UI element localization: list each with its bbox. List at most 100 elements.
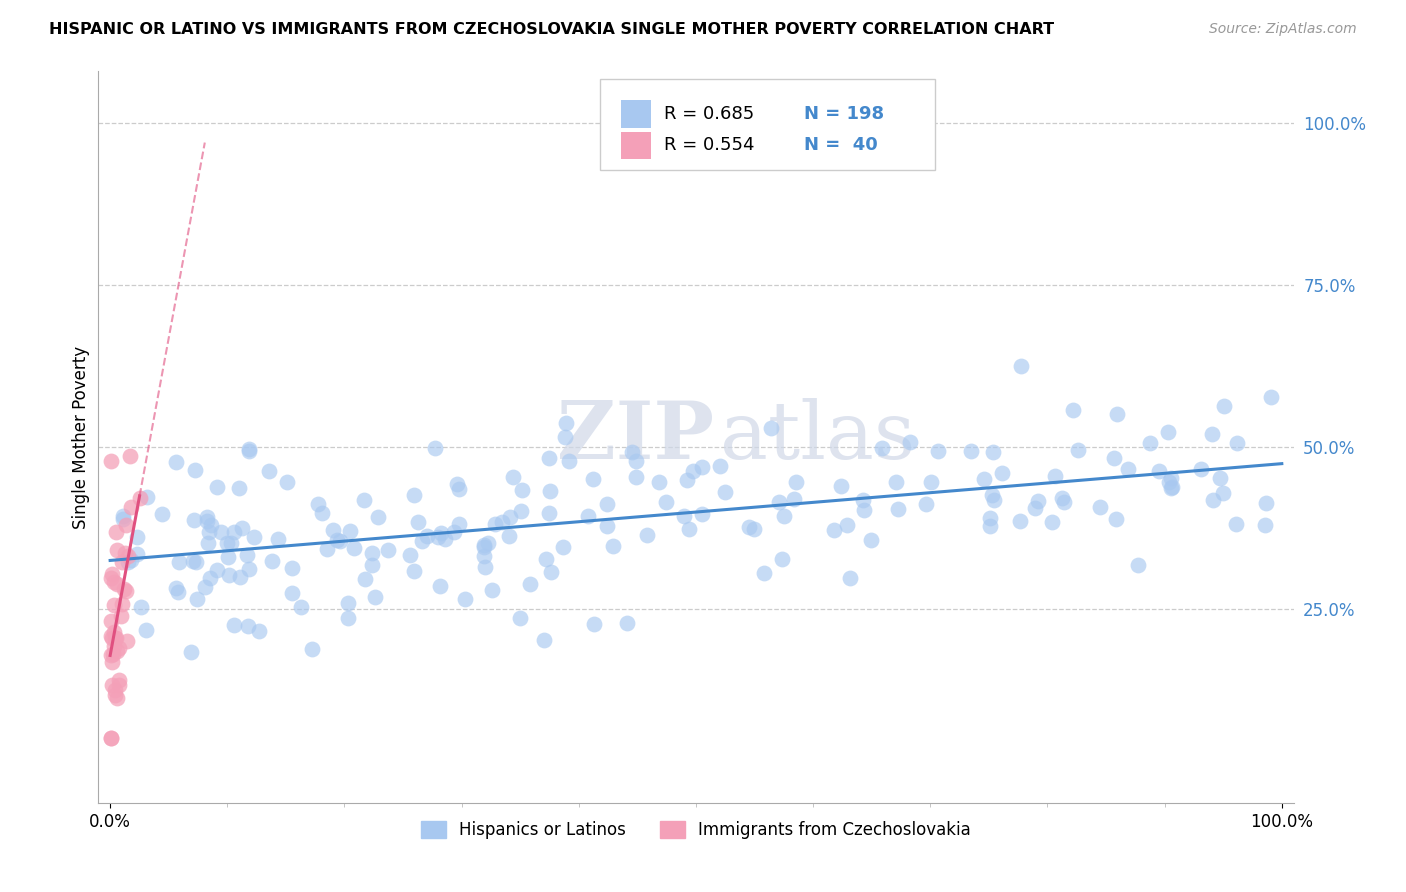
Point xyxy=(266,532,288,546)
Point xyxy=(616,615,638,630)
Point xyxy=(236,618,259,632)
Point xyxy=(1201,427,1223,442)
Point xyxy=(117,555,139,569)
Point xyxy=(260,554,283,568)
Point xyxy=(165,581,187,595)
Point xyxy=(276,475,298,490)
Point xyxy=(859,533,882,547)
Point xyxy=(127,529,149,543)
Point xyxy=(1256,496,1278,510)
Point xyxy=(540,566,562,580)
Point xyxy=(768,495,790,509)
Point xyxy=(238,562,260,576)
Point xyxy=(120,449,142,463)
Point xyxy=(209,524,232,539)
Point xyxy=(624,453,647,467)
Point xyxy=(1062,403,1084,417)
Point xyxy=(979,511,1001,525)
Point xyxy=(472,538,495,552)
Point xyxy=(101,566,124,581)
Point xyxy=(377,543,399,558)
Point xyxy=(759,421,782,435)
Point xyxy=(980,488,1002,502)
Point xyxy=(110,609,132,624)
Point xyxy=(105,691,128,706)
Point xyxy=(195,510,218,524)
Point xyxy=(538,450,561,465)
Point xyxy=(596,518,619,533)
Point xyxy=(104,683,127,698)
Point xyxy=(354,572,377,586)
Point xyxy=(195,514,218,528)
Point xyxy=(311,506,333,520)
Point xyxy=(100,648,122,662)
Point xyxy=(429,579,451,593)
Point xyxy=(852,492,875,507)
Point xyxy=(243,530,266,544)
Point xyxy=(1045,469,1067,483)
Point xyxy=(136,491,159,505)
Point xyxy=(121,552,143,566)
Point xyxy=(197,536,219,550)
Point xyxy=(1040,515,1063,529)
Point xyxy=(551,540,574,554)
Point xyxy=(887,501,910,516)
Point xyxy=(1213,399,1236,413)
Point xyxy=(100,629,122,643)
Point xyxy=(328,533,350,548)
Point xyxy=(1008,514,1031,528)
Text: R = 0.685: R = 0.685 xyxy=(664,105,754,123)
Point xyxy=(449,482,471,496)
Point xyxy=(197,525,219,540)
Point xyxy=(1225,517,1247,532)
Point xyxy=(555,416,578,430)
Point xyxy=(100,453,122,467)
Point xyxy=(222,525,245,540)
Point xyxy=(322,523,344,537)
Point xyxy=(367,510,389,524)
Bar xyxy=(620,101,651,128)
Point xyxy=(782,492,804,507)
Point xyxy=(236,548,259,562)
Point xyxy=(105,576,128,591)
Text: Source: ZipAtlas.com: Source: ZipAtlas.com xyxy=(1209,22,1357,37)
Point xyxy=(1010,359,1032,373)
Point xyxy=(534,552,557,566)
Point xyxy=(108,641,131,656)
Text: atlas: atlas xyxy=(720,398,915,476)
Point xyxy=(1105,407,1128,421)
Point xyxy=(281,560,304,574)
Point xyxy=(184,555,207,569)
Point xyxy=(1160,481,1182,495)
Point xyxy=(135,624,157,638)
Point xyxy=(433,532,456,546)
Point xyxy=(183,513,205,527)
Point xyxy=(353,492,375,507)
Point xyxy=(481,582,503,597)
Point xyxy=(101,678,124,692)
Point xyxy=(114,546,136,560)
Point xyxy=(499,510,522,524)
Point xyxy=(1067,443,1090,458)
Point xyxy=(533,633,555,648)
Point xyxy=(429,525,451,540)
Point xyxy=(1052,491,1074,506)
Point xyxy=(301,641,323,656)
Point xyxy=(1024,500,1046,515)
Point xyxy=(1102,450,1125,465)
Point xyxy=(537,506,560,520)
Point xyxy=(238,444,260,458)
Point xyxy=(257,464,280,478)
Point xyxy=(1088,500,1111,514)
Point xyxy=(449,516,471,531)
Point xyxy=(108,678,131,692)
Point xyxy=(399,548,422,562)
Point xyxy=(1105,512,1128,526)
Point xyxy=(115,583,138,598)
Point xyxy=(1053,495,1076,509)
Point xyxy=(554,430,576,444)
Y-axis label: Single Mother Poverty: Single Mother Poverty xyxy=(72,345,90,529)
Point xyxy=(100,614,122,628)
Point xyxy=(194,580,217,594)
Point xyxy=(105,632,128,646)
